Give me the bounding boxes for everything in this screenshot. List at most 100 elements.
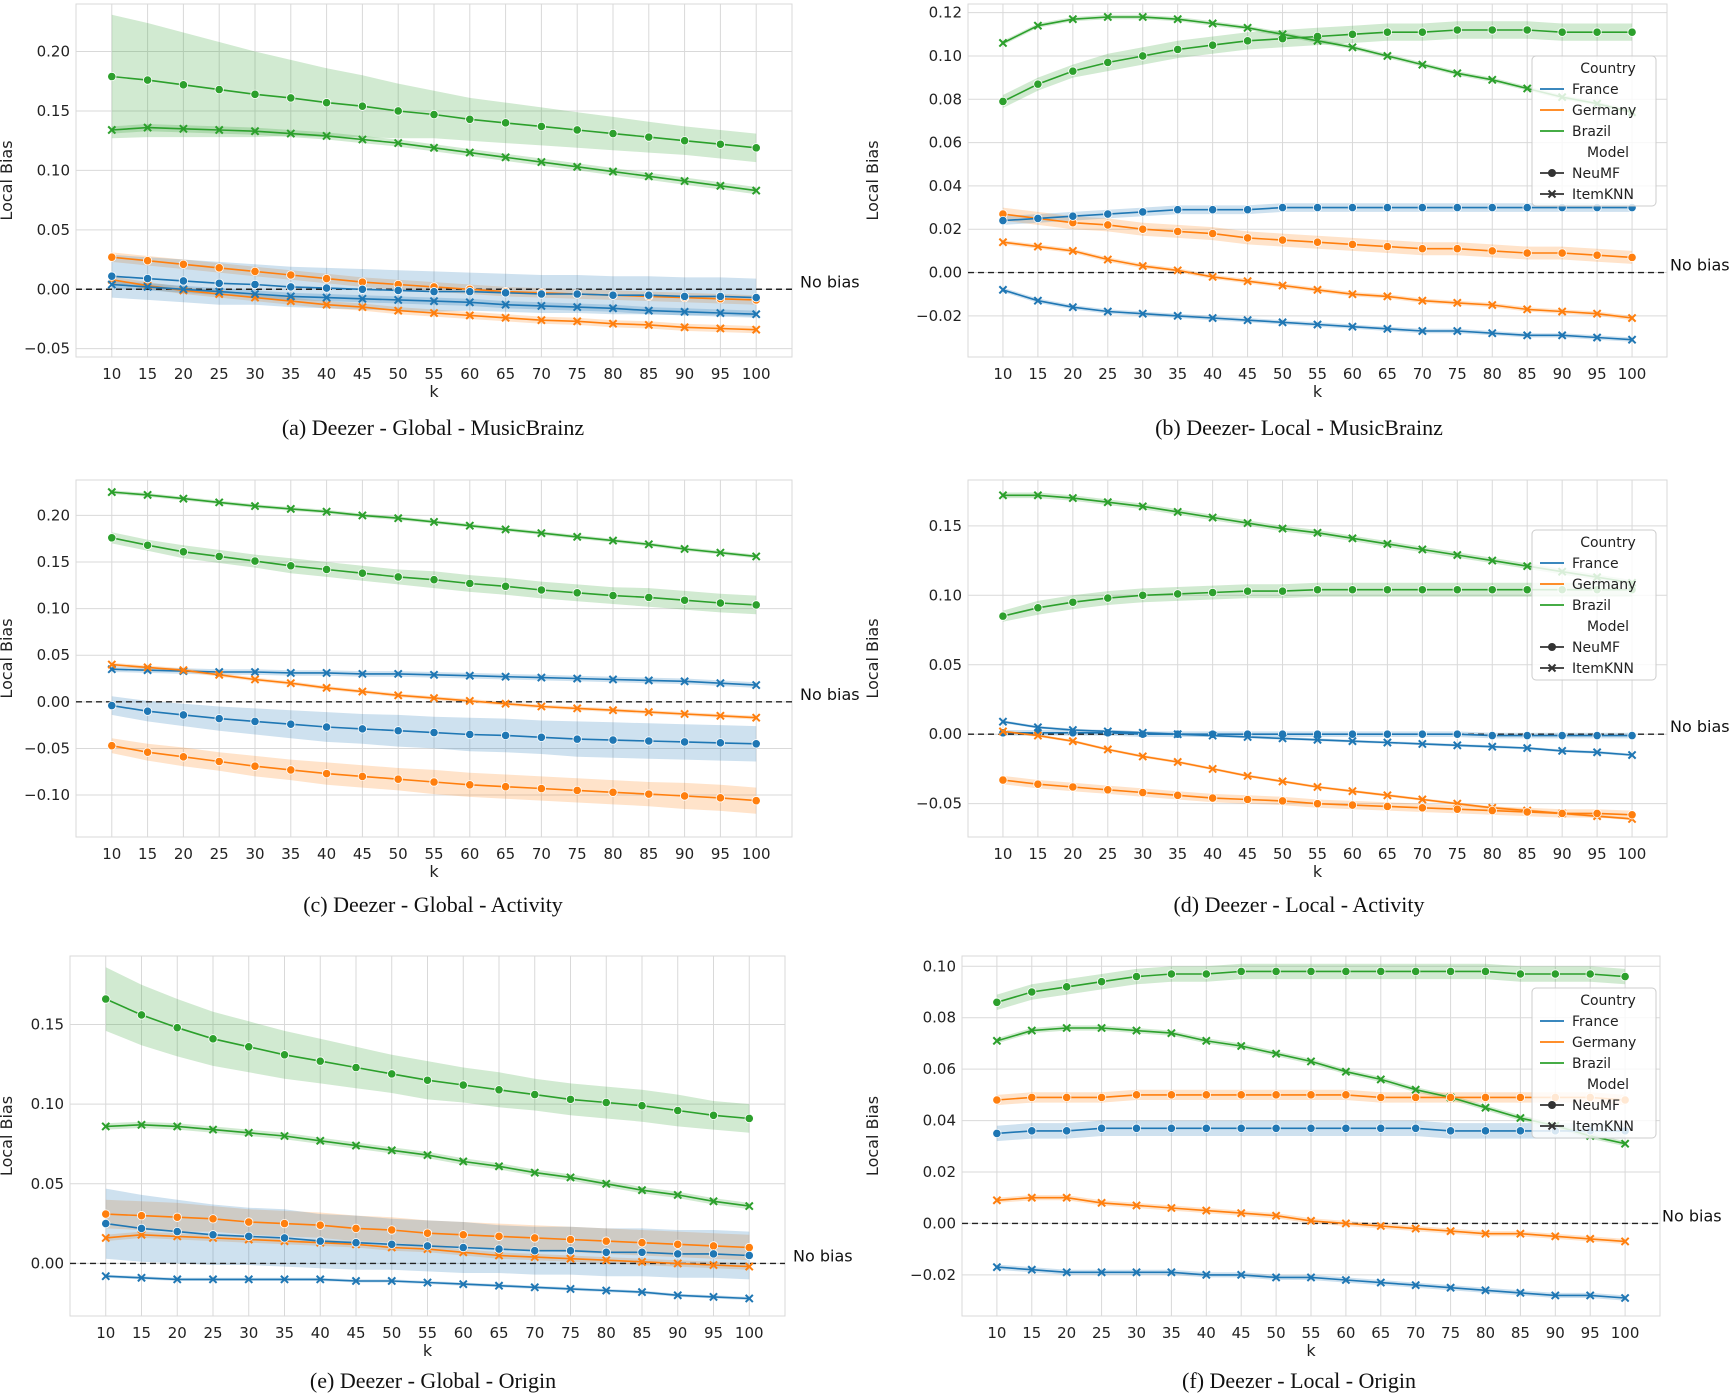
point-brazil-neumf — [1382, 585, 1393, 595]
point-brazil-itemknn — [1313, 528, 1322, 538]
x-tick-label: 35 — [275, 1324, 294, 1342]
y-tick-label: 0.02 — [923, 1163, 956, 1181]
point-brazil-neumf — [1138, 51, 1148, 61]
x-tick-label: 95 — [704, 1324, 723, 1342]
point-germany-neumf — [1166, 1090, 1176, 1100]
point-germany-neumf — [1242, 794, 1253, 805]
point-brazil-itemknn — [1068, 493, 1078, 503]
point-germany-neumf — [992, 1095, 1002, 1105]
point-france-neumf — [286, 719, 296, 729]
point-brazil-itemknn — [1348, 43, 1357, 52]
legend-model-title: Model — [1587, 619, 1629, 635]
legend-marker-itemknn — [1547, 1121, 1557, 1131]
point-germany-itemknn — [322, 300, 331, 310]
point-germany-itemknn — [1033, 242, 1043, 251]
point-brazil-neumf — [178, 80, 188, 90]
point-brazil-neumf — [536, 585, 547, 595]
point-germany-neumf — [1411, 1092, 1421, 1103]
point-germany-neumf — [1027, 1092, 1037, 1103]
point-germany-neumf — [565, 1234, 576, 1245]
point-france-itemknn — [1062, 1267, 1072, 1277]
point-brazil-itemknn — [608, 167, 618, 176]
point-germany-neumf — [286, 765, 296, 775]
x-tick-label: 35 — [281, 845, 300, 863]
point-germany-neumf — [1201, 1090, 1211, 1100]
point-france-itemknn — [1383, 324, 1392, 334]
point-brazil-itemknn — [644, 172, 654, 181]
point-france-neumf — [244, 1231, 254, 1241]
x-tick-label: 10 — [993, 365, 1012, 383]
chart-panel-e: 10 15 20 25 30 35 40 45 50 55 60 65 70 75 80 85 90 95 100 0… — [0, 944, 866, 1398]
x-tick-label: 55 — [1308, 845, 1327, 863]
point-brazil-neumf — [214, 551, 224, 562]
y-tick-label: 0.15 — [37, 102, 70, 120]
point-brazil-neumf — [1027, 987, 1037, 997]
point-france-neumf — [1417, 729, 1427, 739]
point-brazil-neumf — [279, 1050, 290, 1060]
point-france-neumf — [214, 714, 224, 724]
point-france-itemknn — [572, 302, 582, 312]
point-germany-itemknn — [1103, 745, 1113, 754]
x-tick-label: 60 — [454, 1324, 473, 1342]
point-france-neumf — [107, 700, 117, 711]
point-france-itemknn — [1550, 1291, 1560, 1300]
chart-panel-f: 10 15 20 25 30 35 40 45 50 55 60 65 70 75 80 85 90 95 100 −… — [863, 944, 1732, 1398]
point-brazil-neumf — [1452, 585, 1462, 595]
legend-box — [1531, 55, 1657, 207]
point-france-neumf — [1062, 1126, 1072, 1136]
x-tick-label: 85 — [1518, 845, 1537, 863]
point-germany-neumf — [494, 1231, 504, 1241]
point-germany-itemknn — [1348, 786, 1357, 796]
point-brazil-neumf — [1201, 969, 1211, 979]
point-france-itemknn — [1418, 326, 1427, 336]
point-brazil-itemknn — [393, 138, 403, 148]
point-brazil-itemknn — [1167, 1028, 1176, 1038]
point-brazil-neumf — [1208, 40, 1218, 50]
point-brazil-itemknn — [322, 507, 331, 516]
point-germany-neumf — [608, 787, 618, 797]
point-germany-itemknn — [1341, 1219, 1351, 1228]
x-tick-label: 90 — [675, 845, 694, 863]
point-france-itemknn — [494, 1281, 504, 1291]
point-brazil-neumf — [644, 592, 654, 603]
point-france-itemknn — [1271, 1273, 1281, 1282]
chart-panel-a: 10 15 20 25 30 35 40 45 50 55 60 65 70 75 80 85 90 95 100 −… — [0, 0, 866, 456]
x-tick-label: 40 — [1197, 1324, 1216, 1342]
confidence-band-france-itemknn — [1002, 720, 1633, 757]
point-france-itemknn — [101, 1271, 111, 1281]
point-brazil-itemknn — [387, 1146, 397, 1155]
point-germany-neumf — [572, 785, 582, 795]
x-tick-label: 35 — [281, 365, 300, 383]
point-brazil-itemknn — [1481, 1103, 1490, 1113]
x-tick-label: 85 — [1511, 1324, 1530, 1342]
point-brazil-neumf — [321, 98, 332, 108]
point-france-neumf — [608, 735, 618, 745]
y-tick-label: 0.00 — [37, 280, 70, 298]
point-brazil-itemknn — [1103, 497, 1113, 507]
point-brazil-itemknn — [1348, 534, 1357, 543]
point-france-neumf — [357, 724, 367, 734]
point-brazil-itemknn — [280, 1131, 289, 1141]
y-tick-label: −0.05 — [916, 795, 962, 813]
legend-label-france: France — [1572, 1014, 1619, 1030]
point-brazil-itemknn — [501, 525, 510, 534]
point-germany-neumf — [143, 747, 153, 757]
point-germany-itemknn — [1208, 272, 1217, 282]
point-germany-itemknn — [1243, 771, 1252, 781]
point-germany-itemknn — [143, 663, 152, 672]
point-brazil-itemknn — [1097, 1023, 1106, 1033]
point-brazil-neumf — [1557, 27, 1567, 37]
point-brazil-neumf — [1417, 585, 1427, 595]
point-brazil-neumf — [1097, 977, 1107, 987]
point-brazil-neumf — [1068, 66, 1078, 76]
x-tick-label: 80 — [1476, 1324, 1495, 1342]
point-france-itemknn — [744, 1294, 754, 1303]
point-france-itemknn — [1557, 746, 1567, 756]
point-brazil-neumf — [1445, 966, 1456, 977]
point-france-itemknn — [501, 300, 510, 310]
x-tick-label: 30 — [1133, 845, 1152, 863]
point-france-neumf — [178, 276, 188, 286]
x-tick-label: 25 — [1098, 365, 1117, 383]
point-france-itemknn — [998, 285, 1008, 295]
point-germany-neumf — [1271, 1090, 1281, 1100]
